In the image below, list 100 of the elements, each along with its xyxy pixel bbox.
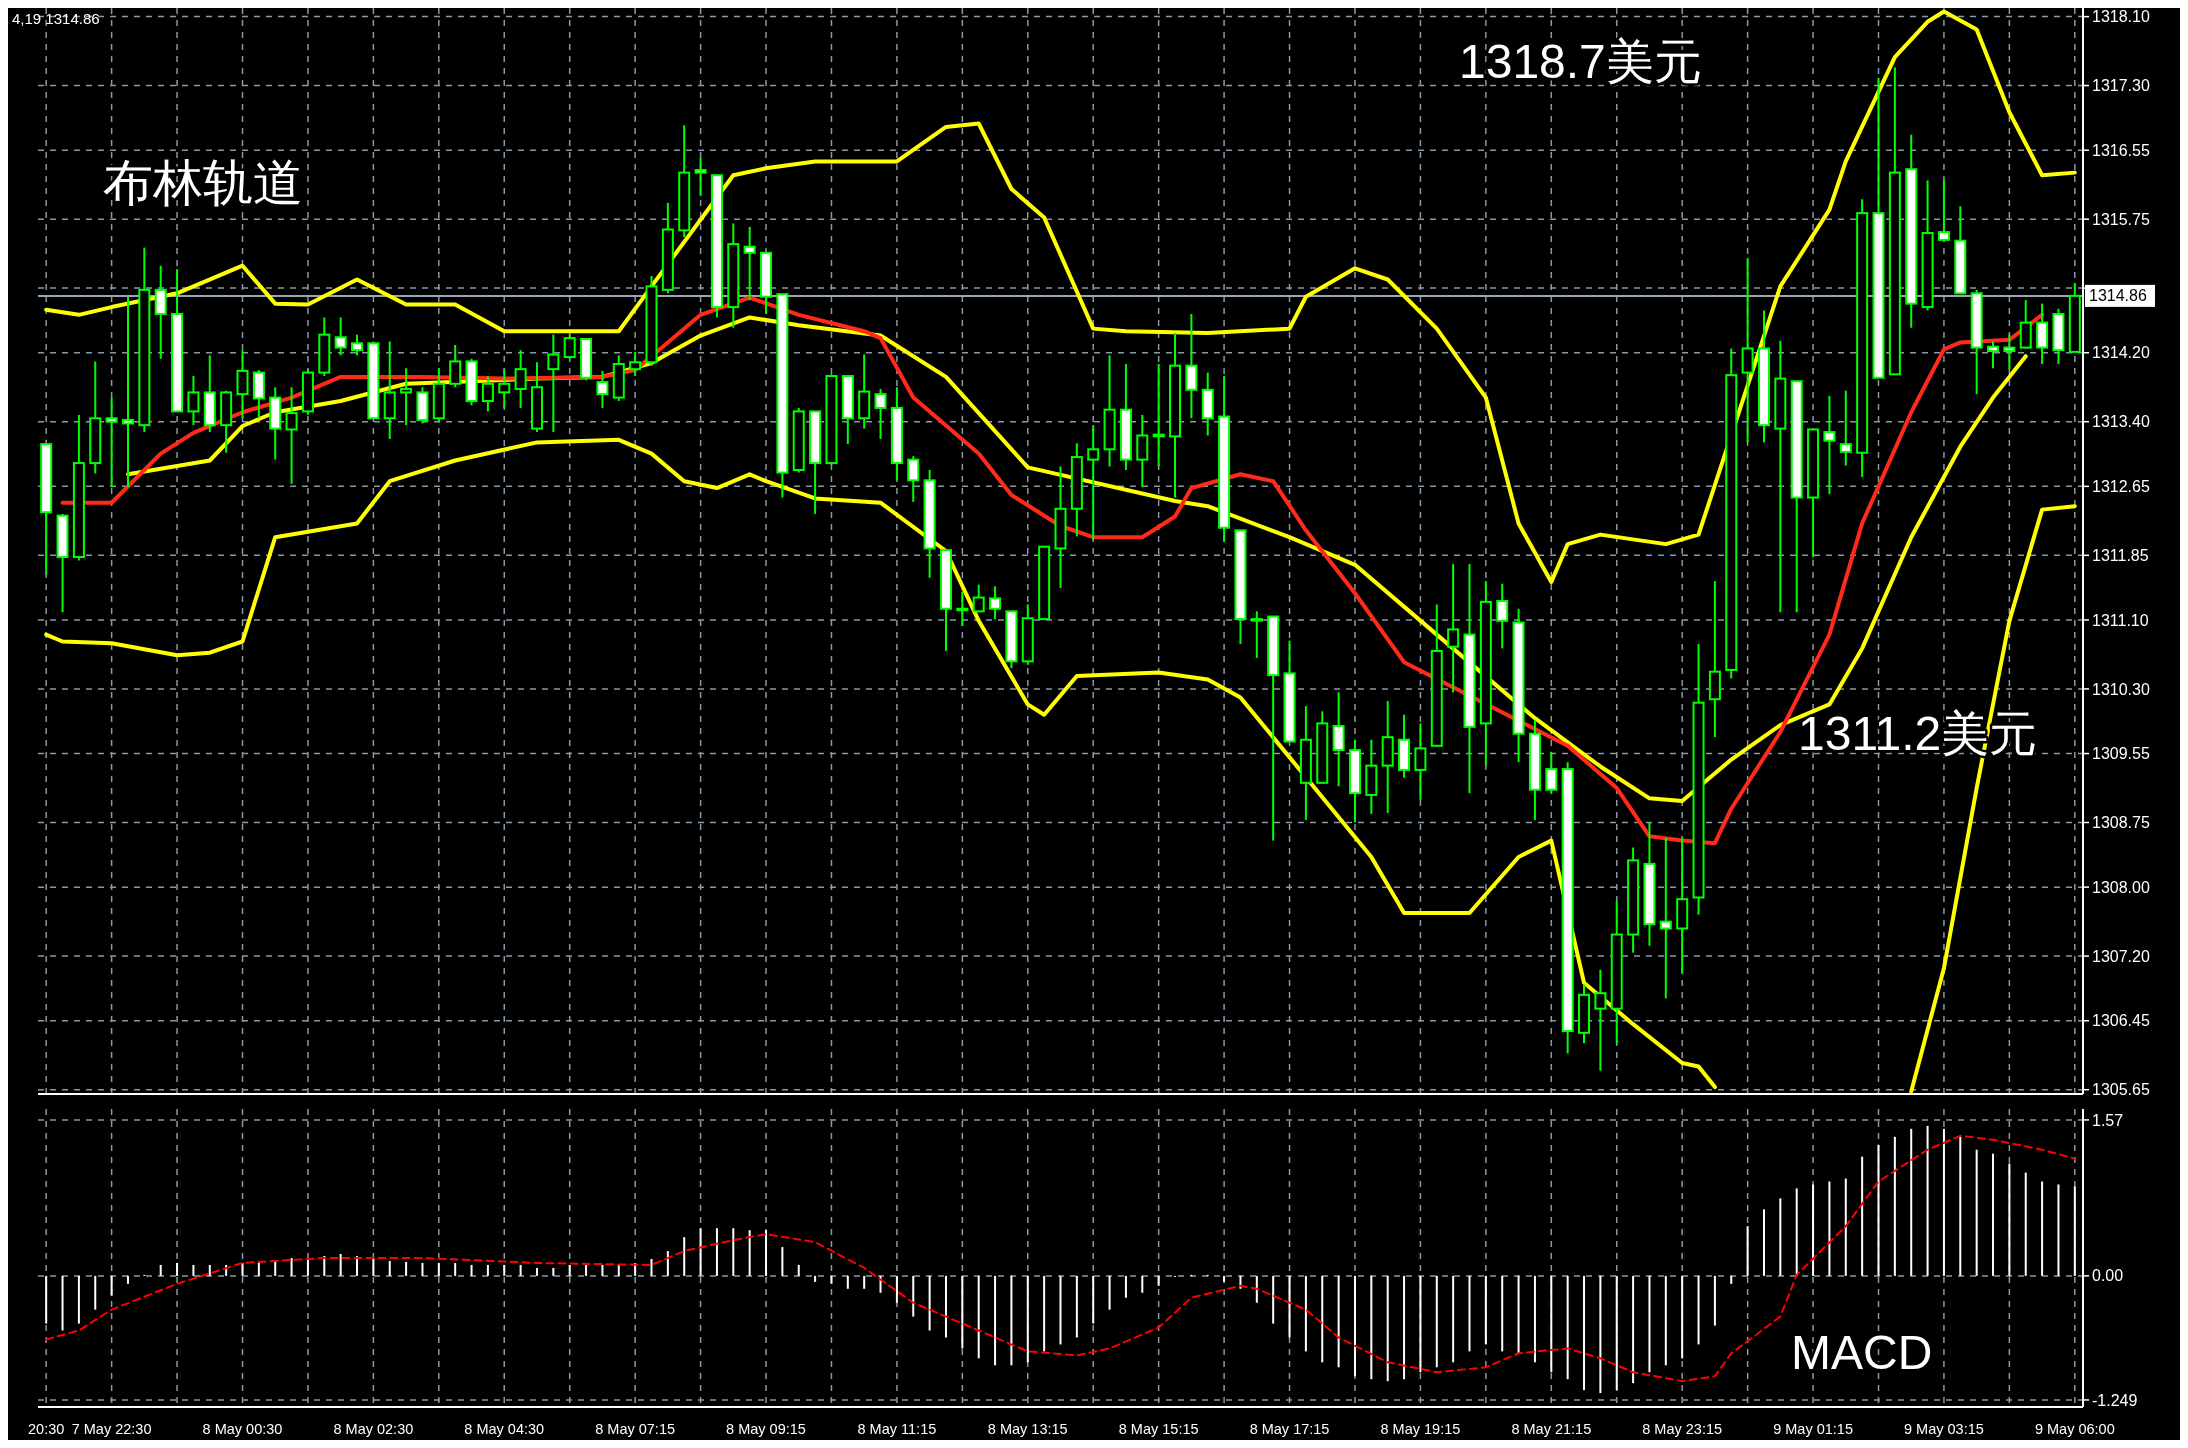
bar bbox=[1992, 1153, 1995, 1276]
x-tick-label: 7 May 22:30 bbox=[71, 1421, 152, 1437]
x-tick-label: 8 May 02:30 bbox=[333, 1421, 414, 1437]
y-tick-label: 1305.65 bbox=[2092, 1081, 2150, 1099]
bar bbox=[732, 1228, 735, 1276]
bar bbox=[176, 1262, 179, 1276]
bar bbox=[1942, 1128, 1945, 1276]
annotation: 1311.2美元 bbox=[1798, 707, 2038, 760]
bar bbox=[1043, 1275, 1046, 1352]
x-tick-label: 8 May 17:15 bbox=[1249, 1421, 1330, 1437]
x-tick-label: 8 May 13:15 bbox=[987, 1421, 1068, 1437]
candlestick bbox=[596, 369, 609, 409]
bar bbox=[110, 1275, 113, 1296]
bar bbox=[486, 1264, 489, 1276]
line-series bbox=[44, 437, 1717, 1090]
bar bbox=[928, 1275, 931, 1331]
bar bbox=[1877, 1144, 1880, 1276]
candlestick bbox=[351, 333, 364, 357]
candlestick bbox=[1496, 582, 1509, 650]
bar bbox=[1075, 1275, 1078, 1338]
candlestick bbox=[1987, 340, 2000, 370]
bar bbox=[977, 1275, 980, 1359]
x-tick-label: 8 May 15:15 bbox=[1118, 1421, 1199, 1437]
candlestick bbox=[400, 367, 413, 427]
x-tick-label: 8 May 23:15 bbox=[1642, 1421, 1723, 1437]
bar bbox=[470, 1264, 473, 1276]
candlestick bbox=[563, 333, 576, 360]
candlestick bbox=[1447, 562, 1460, 694]
y-tick-label: 1317.30 bbox=[2092, 77, 2150, 95]
candlestick bbox=[989, 585, 1002, 621]
bar bbox=[290, 1258, 293, 1276]
x-tick-label: 8 May 07:15 bbox=[595, 1421, 676, 1437]
candlestick bbox=[121, 295, 134, 489]
bar bbox=[1632, 1275, 1635, 1384]
candlestick bbox=[743, 225, 756, 302]
bar bbox=[1272, 1275, 1275, 1324]
bar bbox=[1403, 1275, 1406, 1380]
bar bbox=[372, 1258, 375, 1276]
bar bbox=[715, 1228, 718, 1276]
candlestick bbox=[449, 344, 462, 389]
bar bbox=[666, 1251, 669, 1276]
y-tick-label: 1310.30 bbox=[2092, 680, 2150, 698]
candlestick bbox=[1839, 389, 1852, 467]
candlestick bbox=[1250, 610, 1263, 659]
x-tick-label: 9 May 01:15 bbox=[1773, 1421, 1853, 1437]
x-tick-label: 8 May 19:15 bbox=[1380, 1421, 1461, 1437]
bar bbox=[650, 1258, 653, 1276]
bar bbox=[94, 1275, 97, 1310]
bar bbox=[454, 1262, 457, 1276]
bar bbox=[1910, 1128, 1913, 1276]
candlestick bbox=[498, 368, 511, 409]
x-tick-label: 8 May 04:30 bbox=[464, 1421, 545, 1437]
bar bbox=[45, 1275, 48, 1324]
bar bbox=[1010, 1275, 1013, 1366]
bar bbox=[1092, 1275, 1095, 1324]
bar bbox=[1517, 1275, 1520, 1354]
bar bbox=[2041, 1181, 2044, 1276]
candlestick bbox=[1594, 968, 1607, 1072]
bar bbox=[1501, 1275, 1504, 1352]
bar bbox=[601, 1264, 604, 1276]
x-tick-label: 20:30 bbox=[28, 1421, 65, 1437]
candlestick bbox=[1823, 394, 1836, 496]
bar bbox=[1697, 1275, 1700, 1345]
y-tick-label: 1316.55 bbox=[2092, 141, 2150, 159]
y-tick-label: 1306.45 bbox=[2092, 1012, 2150, 1030]
candlestick bbox=[334, 316, 347, 357]
bar bbox=[1893, 1136, 1896, 1276]
bar bbox=[1108, 1275, 1111, 1310]
candlestick bbox=[694, 156, 707, 197]
bar bbox=[1779, 1198, 1782, 1276]
bar bbox=[339, 1254, 342, 1276]
x-tick-label: 9 May 06:00 bbox=[2034, 1421, 2115, 1437]
y-tick-label: 1313.40 bbox=[2092, 413, 2150, 431]
y-tick-label: 1.57 bbox=[2092, 1111, 2124, 1129]
candlestick bbox=[874, 387, 887, 440]
bar bbox=[765, 1230, 768, 1276]
x-tick-label: 8 May 00:30 bbox=[202, 1421, 283, 1437]
y-tick-label: 1318.10 bbox=[2092, 8, 2150, 26]
bar bbox=[1059, 1275, 1062, 1345]
bar bbox=[1926, 1125, 1929, 1276]
bar bbox=[1386, 1275, 1389, 1382]
bar bbox=[961, 1275, 964, 1349]
bar bbox=[208, 1264, 211, 1276]
bar bbox=[159, 1264, 162, 1276]
bar bbox=[241, 1262, 244, 1276]
candlestick bbox=[105, 396, 118, 489]
bar bbox=[77, 1275, 80, 1324]
bar bbox=[617, 1264, 620, 1276]
bar bbox=[1484, 1275, 1487, 1345]
candlestick bbox=[236, 349, 249, 420]
bar bbox=[1844, 1178, 1847, 1276]
bar bbox=[192, 1264, 195, 1276]
candlestick bbox=[1414, 722, 1427, 802]
bar bbox=[1124, 1275, 1127, 1298]
bar bbox=[912, 1275, 915, 1317]
bar bbox=[863, 1275, 866, 1289]
candlestick bbox=[629, 350, 642, 378]
bar bbox=[388, 1260, 391, 1276]
bar bbox=[1353, 1275, 1356, 1377]
bar bbox=[552, 1267, 555, 1276]
